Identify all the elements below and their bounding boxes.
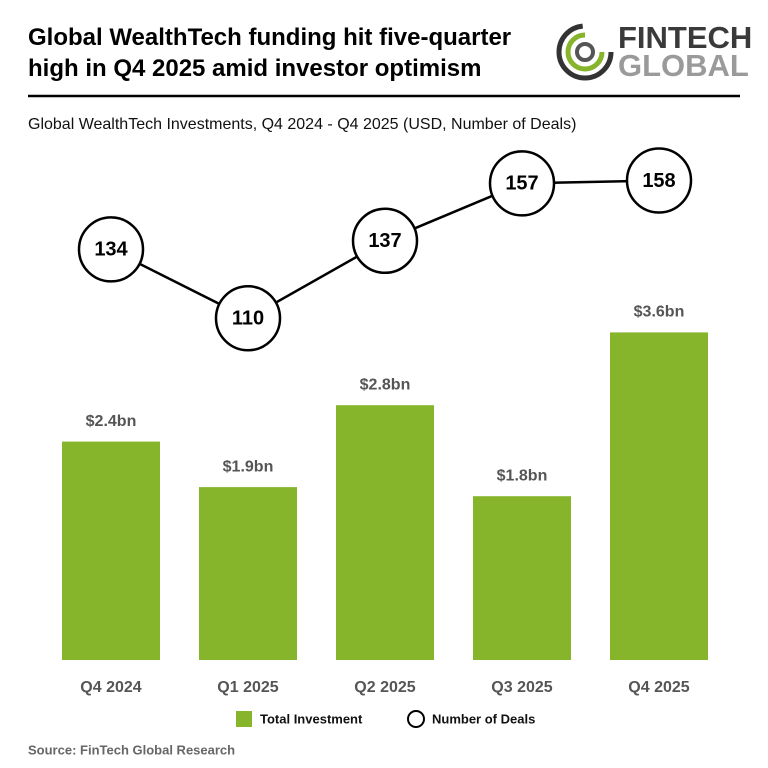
marker xyxy=(625,147,693,214)
value-label: $1.8bn xyxy=(497,467,548,484)
marker xyxy=(351,207,419,275)
logo-icon xyxy=(556,23,614,81)
value-label: 158 xyxy=(642,170,675,192)
value-label: 157 xyxy=(505,173,538,195)
subtitle: Global WealthTech Investments, Q4 2024 -… xyxy=(28,116,576,133)
value-label: $1.9bn xyxy=(223,458,274,475)
legend-swatch xyxy=(236,711,252,727)
bar xyxy=(199,487,297,660)
bar xyxy=(62,441,160,660)
bar xyxy=(336,405,434,660)
legend-swatch xyxy=(407,710,425,728)
x-tick-label: Q1 2025 xyxy=(217,679,278,696)
x-tick-label: Q4 2025 xyxy=(628,679,689,696)
x-tick-label: Q4 2024 xyxy=(80,679,141,696)
marker xyxy=(488,150,556,217)
value-label: 137 xyxy=(368,230,401,252)
x-tick-label: Q2 2025 xyxy=(354,679,415,696)
value-label: $2.8bn xyxy=(360,376,411,393)
logo-bottom: GLOBAL xyxy=(618,48,749,83)
value-label: 110 xyxy=(232,308,264,330)
value-label: $2.4bn xyxy=(86,413,137,430)
legend-label: Total Investment xyxy=(260,711,363,726)
bar xyxy=(610,332,708,660)
x-tick-label: Q3 2025 xyxy=(491,679,552,696)
legend-label: Number of Deals xyxy=(432,711,535,726)
marker xyxy=(214,285,282,352)
marker xyxy=(77,216,145,283)
source: Source: FinTech Global Research xyxy=(28,742,235,757)
value-label: 134 xyxy=(94,239,128,261)
bar xyxy=(473,496,571,660)
logo-top: FINTECH xyxy=(618,20,752,55)
value-label: $3.6bn xyxy=(634,304,685,321)
title: Global WealthTech funding hit five-quart… xyxy=(28,24,512,82)
